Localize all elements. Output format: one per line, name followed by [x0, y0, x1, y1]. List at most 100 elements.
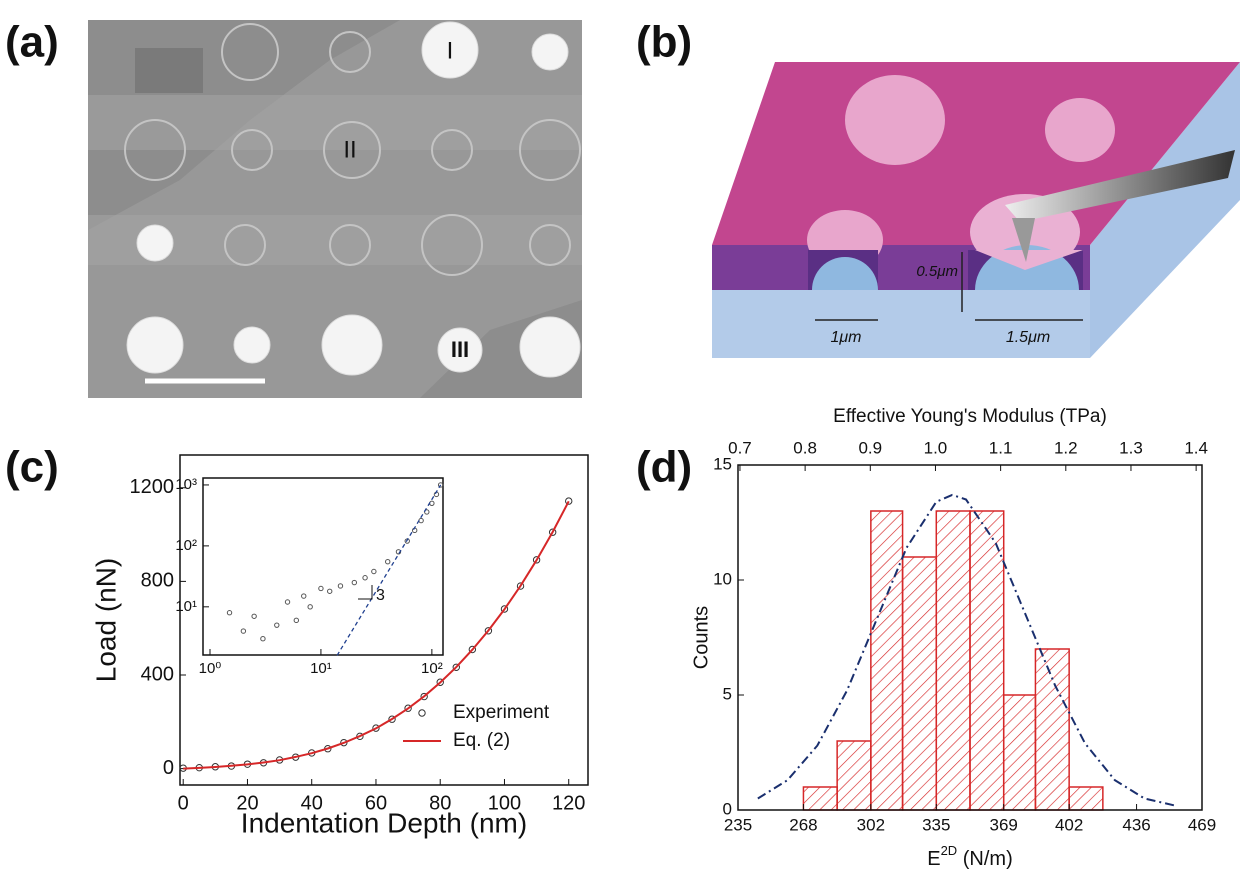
data-point [251, 613, 257, 619]
y-tick-label: 10 [713, 569, 732, 588]
marker-label: I [447, 37, 454, 64]
x-tick-label: 402 [1055, 816, 1083, 835]
panel-label: (b) [636, 18, 692, 67]
legend-label: Eq. (2) [453, 730, 510, 751]
data-point [274, 622, 280, 628]
plot-frame [202, 477, 444, 656]
data-point [516, 582, 525, 590]
x-tick-label: 436 [1122, 816, 1150, 835]
y-axis-label: Counts [690, 606, 712, 669]
data-point [484, 627, 493, 635]
data-point [372, 724, 380, 732]
x-tick-label: 268 [789, 816, 817, 835]
data-point [307, 604, 313, 610]
data-point [240, 628, 247, 634]
histogram-bar [870, 510, 904, 811]
x-tick-label: 469 [1188, 816, 1216, 835]
histogram-bar [935, 510, 971, 811]
y-tick-label: 10¹ [175, 598, 197, 615]
histogram-bar [836, 740, 872, 811]
y-tick-label: 10² [175, 537, 197, 554]
data-point [284, 599, 291, 605]
histogram-bar [1068, 786, 1104, 811]
annotation: 3 [376, 587, 385, 604]
x-axis-label: Indentation Depth (nm) [241, 807, 527, 838]
x-tick-label: 335 [922, 816, 950, 835]
histogram-bar [901, 556, 938, 811]
x-tick-label: 369 [990, 816, 1018, 835]
histogram-bar [802, 786, 838, 811]
data-line [183, 500, 570, 770]
data-line [336, 484, 442, 656]
data-point [293, 617, 300, 624]
top-axis-title: Effective Young's Modulus (TPa) [833, 406, 1107, 427]
y-tick-label: 400 [141, 663, 174, 685]
x-axis-label: E2D (N/m) [927, 843, 1013, 870]
x2-tick-label: 1.0 [924, 438, 948, 457]
data-point [337, 583, 344, 589]
data-point [532, 556, 541, 564]
x-tick-label: 60 [365, 792, 387, 814]
y-tick-label: 1200 [130, 476, 175, 498]
x2-tick-label: 1.4 [1184, 438, 1208, 457]
y-axis-label: Load (nN) [90, 558, 121, 683]
histogram-bar [969, 510, 1005, 811]
data-point [371, 568, 377, 575]
data-point [424, 509, 430, 515]
schematic: 0.5μm 1μm 1.5μm [712, 62, 1240, 358]
dimension-label: 1μm [831, 329, 862, 346]
data-point [436, 678, 444, 686]
x-tick-label: 302 [857, 816, 885, 835]
data-point [437, 482, 444, 488]
data-point [500, 605, 509, 613]
data-point [548, 528, 557, 536]
dimension-label: 0.5μm [916, 263, 958, 280]
panel-label: (d) [636, 443, 692, 492]
data-point [362, 575, 368, 581]
x-tick-label: 235 [724, 816, 752, 835]
data-point [356, 732, 364, 741]
slope-mark [358, 585, 373, 600]
data-point [318, 585, 324, 592]
y-tick-label: 800 [141, 570, 174, 592]
sem-image: I II III [88, 20, 582, 398]
data-point [468, 645, 477, 654]
data-point [351, 579, 358, 586]
x2-tick-label: 1.3 [1119, 438, 1143, 457]
plot-frame [179, 454, 589, 786]
x-axis-label-part: (N/m) [957, 848, 1013, 870]
histogram-bar [1034, 648, 1070, 811]
histogram-bar [1002, 694, 1037, 811]
panel-label: (c) [5, 443, 59, 492]
x2-tick-label: 1.2 [1054, 438, 1078, 457]
panel-label: (a) [5, 18, 59, 67]
data-point [385, 559, 391, 565]
x-axis-label-part: E [927, 848, 940, 870]
x-tick-label: 120 [552, 792, 585, 814]
data-point [301, 593, 307, 599]
data-point [327, 588, 333, 594]
dimension-label: 1.5μm [1006, 329, 1050, 346]
x-tick-label: 10¹ [310, 660, 332, 677]
legend-marker [418, 709, 426, 717]
x2-tick-label: 0.7 [728, 438, 752, 457]
y-tick-label: 15 [713, 454, 732, 473]
x-tick-label: 100 [488, 792, 521, 814]
data-point [226, 610, 233, 616]
data-point [404, 704, 412, 712]
x-tick-label: 0 [178, 792, 189, 814]
x-tick-label: 40 [301, 792, 323, 814]
y-tick-label: 5 [723, 684, 732, 703]
marker-label: II [343, 136, 356, 163]
data-point [565, 497, 573, 505]
x2-tick-label: 0.8 [793, 438, 817, 457]
data-point [388, 715, 396, 723]
y-tick-label: 10³ [175, 476, 197, 493]
data-point [420, 692, 428, 701]
plot-frame [737, 464, 1203, 811]
data-point [452, 663, 460, 671]
x2-tick-label: 0.9 [858, 438, 882, 457]
y-tick-label: 0 [723, 799, 732, 818]
marker-label: III [451, 337, 469, 362]
